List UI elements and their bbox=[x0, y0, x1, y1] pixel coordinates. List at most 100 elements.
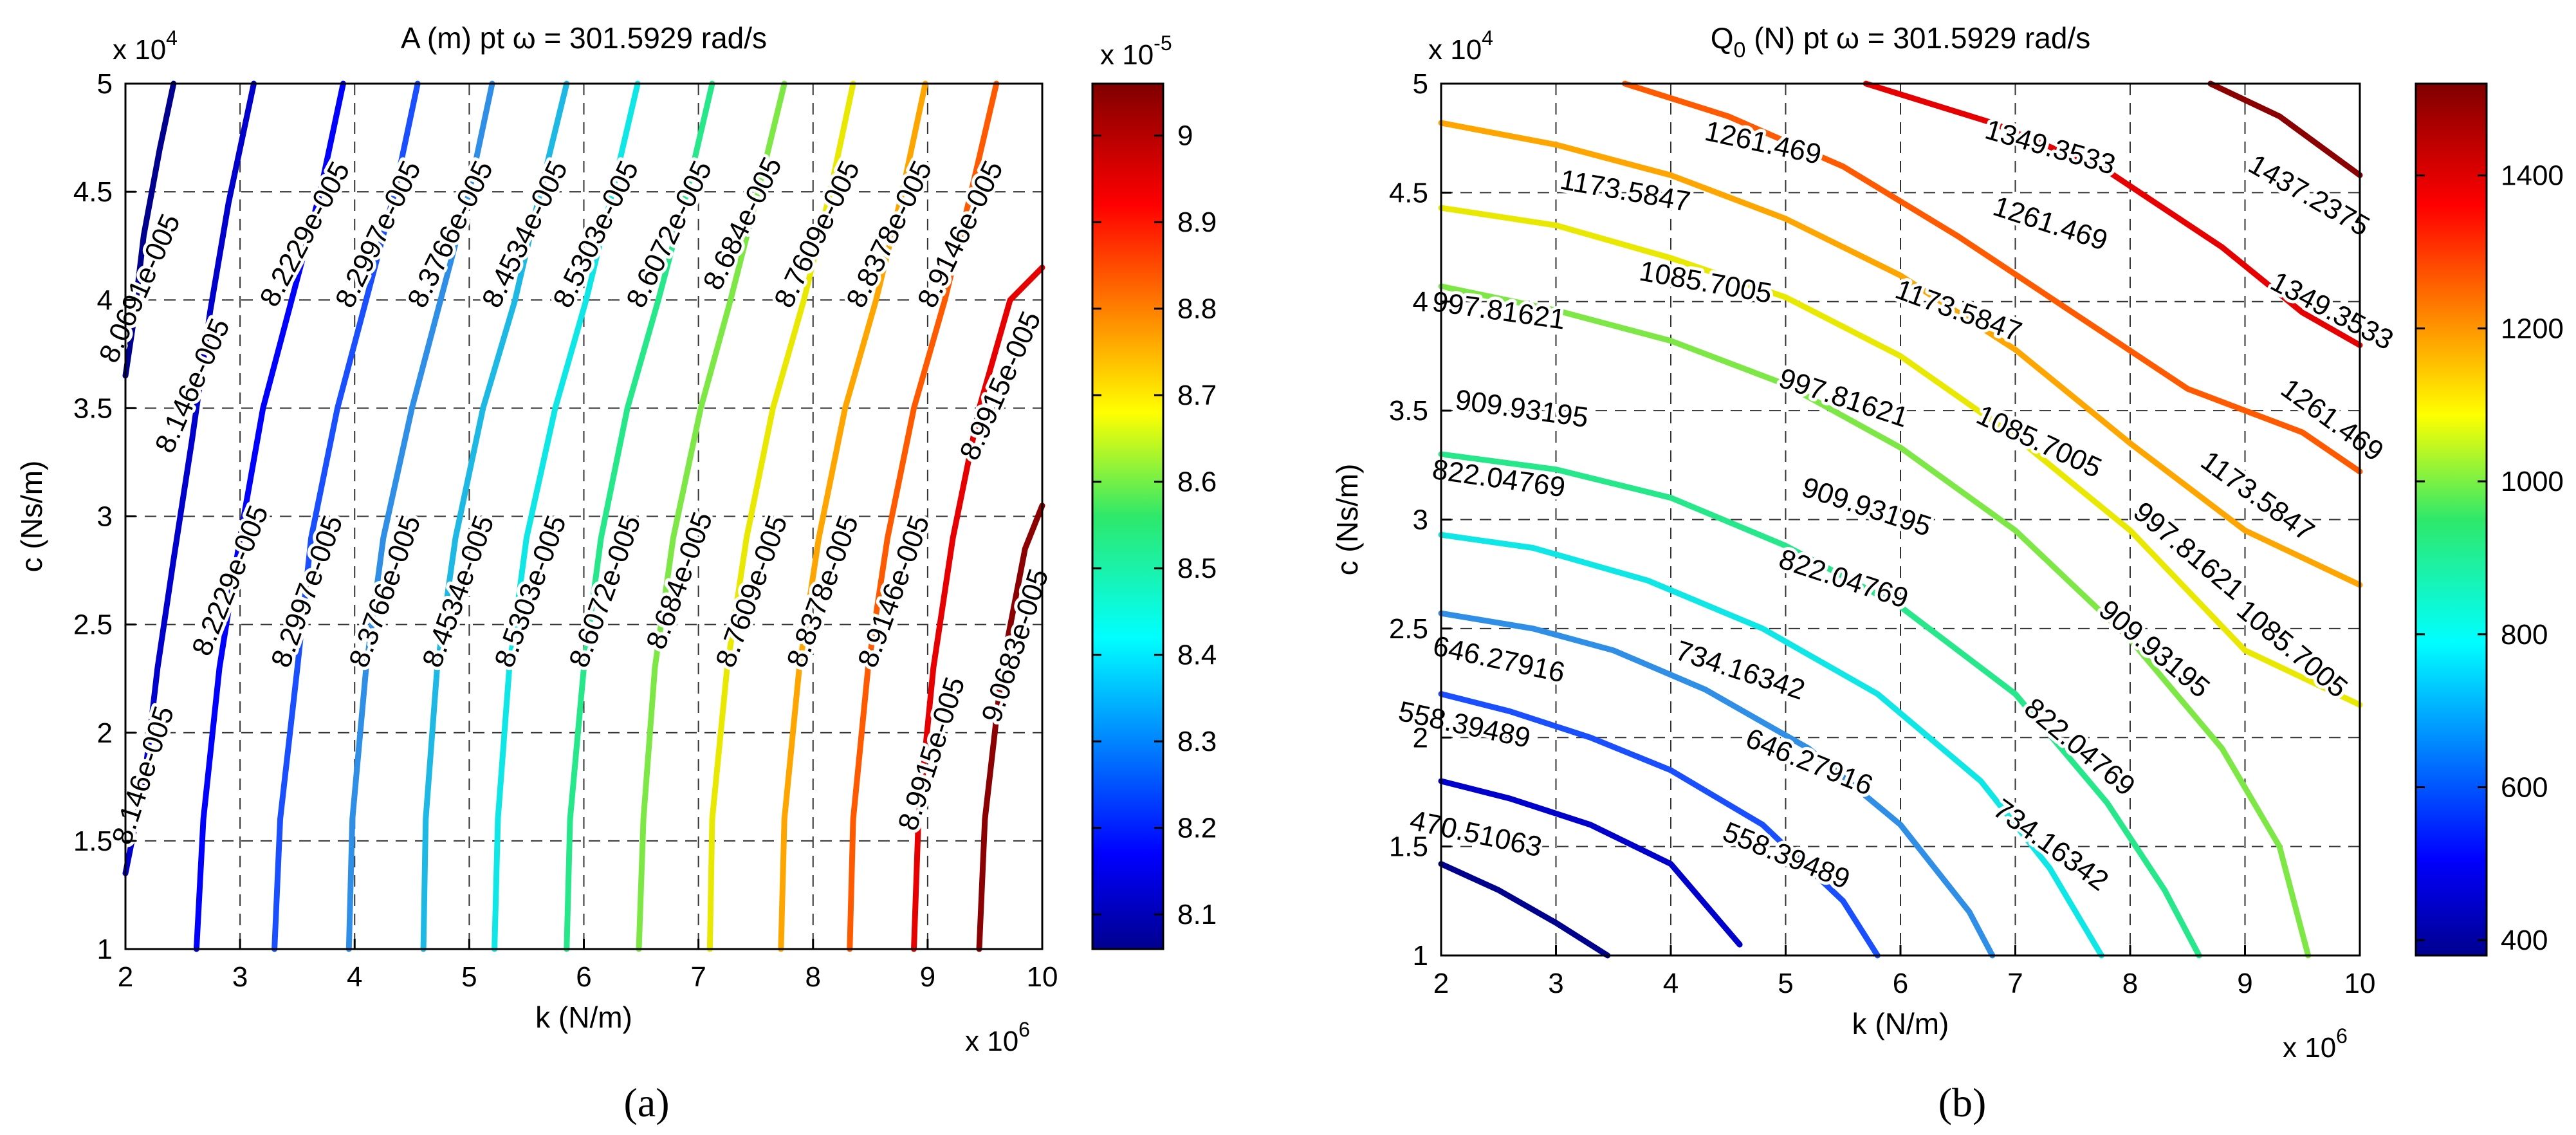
colorbar-exponent: x 10-5 bbox=[1100, 32, 1172, 71]
y-tick-label: 5 bbox=[97, 68, 113, 100]
x-tick-label: 2 bbox=[1433, 968, 1449, 999]
colorbar-tick-label: 600 bbox=[2501, 772, 2548, 804]
contour-line bbox=[976, 503, 1045, 952]
contour-line bbox=[1438, 283, 2312, 959]
colorbar-tick-label: 400 bbox=[2501, 925, 2548, 956]
x-tick-label: 9 bbox=[920, 961, 935, 993]
contour-line bbox=[193, 80, 346, 952]
y-axis-exponent: x 104 bbox=[113, 26, 178, 66]
y-tick-label: 4.5 bbox=[1389, 177, 1428, 208]
panel-label: (b) bbox=[1938, 1080, 1987, 1125]
title-subscript: 0 bbox=[1734, 38, 1746, 62]
contour-line bbox=[1438, 778, 1743, 948]
y-exponent-power: 4 bbox=[1482, 26, 1493, 50]
x-tick-label: 8 bbox=[2122, 968, 2138, 999]
x-tick-label: 2 bbox=[118, 961, 133, 993]
x-tick-label: 9 bbox=[2237, 968, 2252, 999]
y-tick-label: 3.5 bbox=[73, 392, 113, 424]
contour-line bbox=[636, 80, 787, 952]
y-tick-label: 3.5 bbox=[1389, 395, 1428, 427]
contour-line bbox=[706, 80, 856, 952]
colorbar-tick-label: 8.9 bbox=[1177, 207, 1217, 238]
x-tick-label: 5 bbox=[1778, 968, 1793, 999]
x-tick-label: 7 bbox=[690, 961, 706, 993]
x-axis-label: k (N/m) bbox=[535, 1001, 632, 1034]
contour-line bbox=[1438, 610, 1996, 959]
y-tick-label: 4 bbox=[97, 284, 113, 316]
colorbar-tick-label: 1200 bbox=[2501, 313, 2564, 344]
x-axis-exponent: x 106 bbox=[965, 1018, 1030, 1057]
y-axis-label: c (Ns/m) bbox=[1330, 464, 1364, 576]
x-exponent-power: 6 bbox=[2336, 1024, 2348, 1047]
y-exponent-power: 4 bbox=[166, 26, 178, 50]
chart-panel-a: 8.0691e-0058.146e-0058.146e-0058.2229e-0… bbox=[15, 21, 1217, 1125]
contour-line bbox=[1438, 120, 2363, 588]
x-tick-label: 4 bbox=[1663, 968, 1679, 999]
x-tick-label: 5 bbox=[461, 961, 477, 993]
x-tick-label: 10 bbox=[1027, 961, 1058, 993]
y-tick-label: 4 bbox=[1413, 286, 1428, 318]
contour-line bbox=[345, 80, 495, 952]
panel-label: (a) bbox=[623, 1080, 669, 1125]
colorbar-tick-label: 8.7 bbox=[1177, 380, 1217, 411]
contour-line bbox=[1438, 205, 2363, 708]
x-tick-label: 7 bbox=[2007, 968, 2023, 999]
contour-line bbox=[420, 80, 570, 952]
colorbar-tick-label: 1000 bbox=[2501, 466, 2564, 497]
title-rest: (N) pt ω = 301.5929 rad/s bbox=[1745, 21, 2090, 55]
contour-line bbox=[564, 80, 715, 952]
colorbar-tick-label: 8.1 bbox=[1177, 899, 1217, 930]
y-tick-label: 1.5 bbox=[73, 826, 113, 857]
x-tick-label: 3 bbox=[232, 961, 248, 993]
x-tick-label: 8 bbox=[805, 961, 821, 993]
y-tick-label: 1 bbox=[1413, 940, 1428, 972]
x-axis-label: k (N/m) bbox=[1852, 1007, 1949, 1040]
colorbar-tick-label: 800 bbox=[2501, 619, 2548, 651]
y-axis-label: c (Ns/m) bbox=[15, 461, 48, 573]
colorbar-tick-label: 8.5 bbox=[1177, 553, 1217, 584]
y-tick-label: 2 bbox=[97, 717, 113, 749]
contour-line bbox=[1438, 451, 2202, 959]
chart-title: A (m) pt ω = 301.5929 rad/s bbox=[401, 21, 767, 55]
contour-line bbox=[911, 264, 1045, 952]
contour-line bbox=[1438, 691, 1881, 959]
x-tick-label: 10 bbox=[2344, 968, 2376, 999]
x-tick-label: 6 bbox=[576, 961, 591, 993]
chart-title: Q0 (N) pt ω = 301.5929 rad/s bbox=[1711, 21, 2091, 62]
colorbar-tick-label: 8.6 bbox=[1177, 466, 1217, 498]
contour-line bbox=[492, 80, 641, 952]
x-tick-label: 4 bbox=[347, 961, 362, 993]
x-tick-label: 6 bbox=[1893, 968, 1908, 999]
y-axis-exponent: x 104 bbox=[1428, 26, 1493, 66]
contour-line bbox=[122, 80, 257, 876]
colorbar-tick-label: 8.4 bbox=[1177, 640, 1217, 671]
colorbar-tick-label: 8.8 bbox=[1177, 293, 1217, 325]
x-exponent-power: 6 bbox=[1018, 1018, 1030, 1041]
colorbar bbox=[1091, 82, 1164, 950]
contour-line bbox=[1438, 531, 2104, 959]
contour-line bbox=[2207, 80, 2363, 178]
y-tick-label: 1.5 bbox=[1389, 831, 1428, 863]
y-tick-label: 2.5 bbox=[73, 609, 113, 641]
y-tick-label: 1 bbox=[97, 934, 113, 965]
colorbar-tick-label: 8.2 bbox=[1177, 813, 1217, 844]
y-tick-label: 3 bbox=[1413, 504, 1428, 536]
y-tick-label: 3 bbox=[97, 501, 113, 533]
colorbar-tick-label: 1400 bbox=[2501, 160, 2564, 192]
colorbar-tick-label: 8.3 bbox=[1177, 726, 1217, 757]
contour-line bbox=[847, 80, 1000, 952]
y-tick-label: 4.5 bbox=[73, 176, 113, 208]
contour-line bbox=[1438, 861, 1611, 959]
y-tick-label: 5 bbox=[1413, 68, 1428, 100]
contour-line bbox=[122, 80, 177, 379]
contour-line bbox=[1622, 80, 2363, 475]
contour-line bbox=[271, 80, 421, 952]
x-tick-label: 3 bbox=[1548, 968, 1563, 999]
x-axis-exponent: x 106 bbox=[2283, 1024, 2348, 1064]
chart-panel-b: 470.51063558.39489558.39489646.27916646.… bbox=[1330, 21, 2564, 1125]
contour-line bbox=[1863, 80, 2363, 348]
colorbar-tick-label: 9 bbox=[1177, 120, 1193, 152]
colorbar bbox=[2415, 82, 2488, 957]
colorbar-exponent-power: -5 bbox=[1154, 32, 1172, 55]
